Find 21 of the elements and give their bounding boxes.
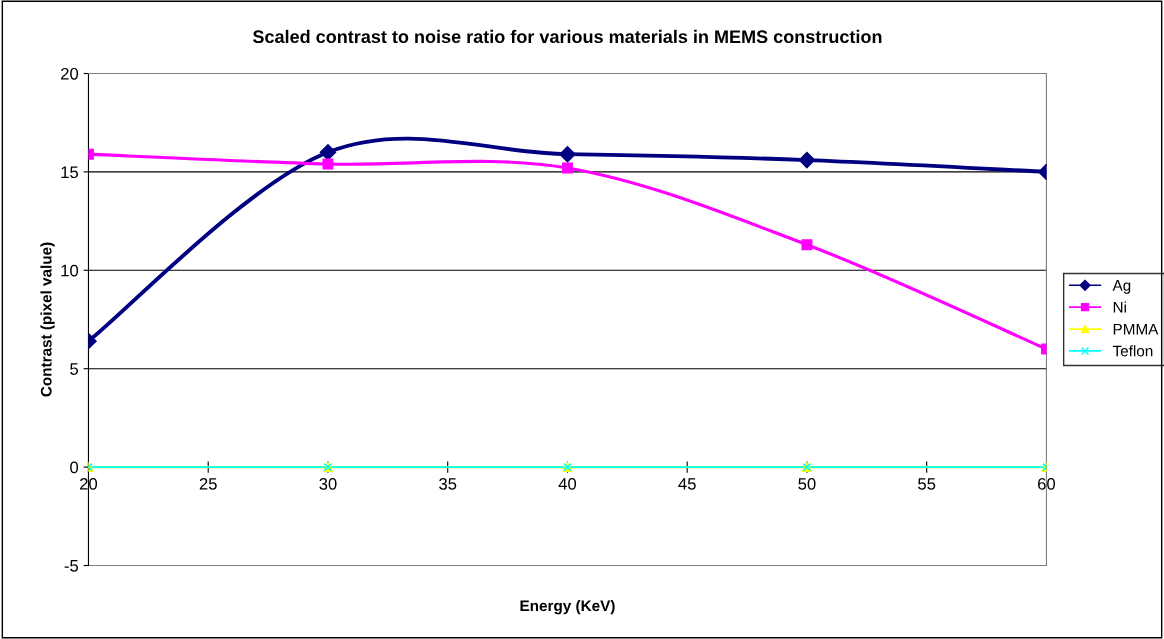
x-tick-label: 30 <box>319 477 337 490</box>
legend-label: Ag <box>1112 280 1131 294</box>
x-tick-label: 55 <box>918 478 936 490</box>
x-axis-title: Energy (KeV) <box>520 599 615 615</box>
x-tick-label: 35 <box>439 477 457 490</box>
x-tick-label: 60 <box>1038 477 1056 490</box>
x-tick-label: 45 <box>678 478 696 490</box>
y-tick-label: 10 <box>61 264 79 277</box>
chart-title: Scaled contrast to noise ratio for various materials in MEMS construction <box>252 29 882 44</box>
y-tick-label: 5 <box>70 363 79 375</box>
y-tick-label: -5 <box>64 560 79 572</box>
legend-label: PMMA <box>1113 323 1159 335</box>
x-tick-label: 50 <box>798 477 816 490</box>
y-tick-label: 20 <box>61 67 79 80</box>
y-axis-title: Contrast (pixel value) <box>40 242 55 397</box>
x-tick-label: 25 <box>199 477 217 490</box>
legend-label: Teflon <box>1112 345 1153 357</box>
y-tick-label: 15 <box>61 166 79 179</box>
x-tick-label: 40 <box>558 477 577 490</box>
y-tick-label: 0 <box>70 461 79 474</box>
legend-label: Ni <box>1113 301 1126 313</box>
